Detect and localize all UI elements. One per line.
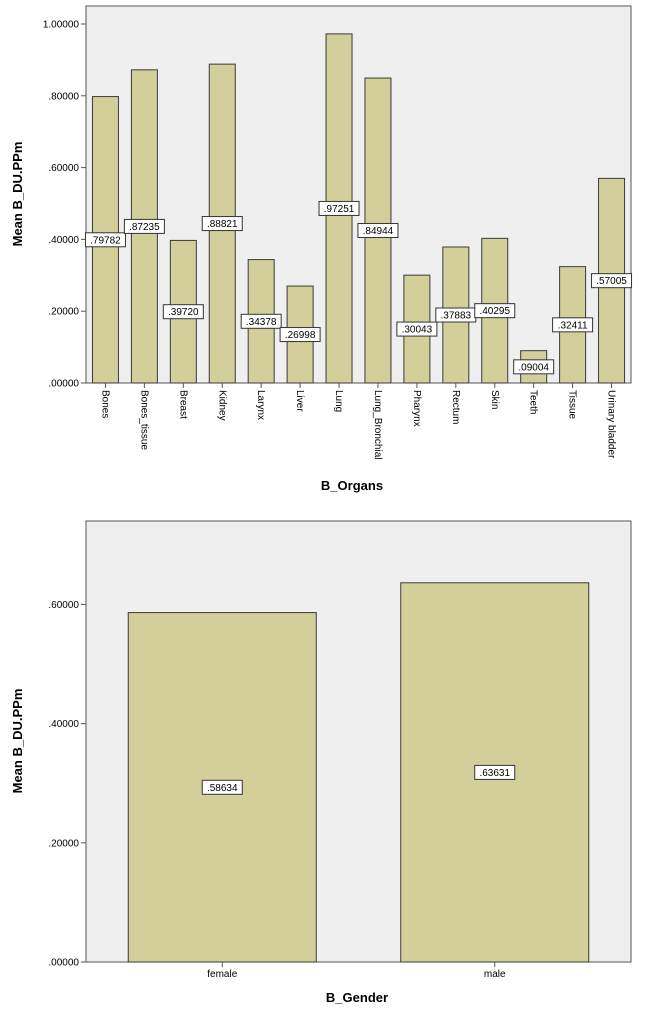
y-tick-label: .60000 [48, 163, 79, 174]
data-label-box [279, 327, 321, 343]
category-label: Liver [294, 390, 305, 412]
data-label-box [318, 200, 360, 216]
data-label-box [396, 321, 438, 337]
data-label: .57005 [596, 276, 627, 287]
x-axis-title: B_Gender [326, 990, 388, 1005]
data-label-box [84, 232, 126, 248]
category-label: Teeth [528, 390, 539, 414]
data-label: .88821 [207, 219, 238, 230]
data-label-box [240, 313, 282, 329]
data-label-box [201, 779, 243, 795]
data-label-box [552, 317, 594, 333]
category-label: Breast [177, 390, 188, 419]
data-label: .09004 [518, 362, 549, 373]
data-label: .40295 [479, 306, 510, 317]
data-label-box [474, 764, 516, 780]
category-label: Lung_Bronchial [372, 390, 383, 460]
data-label: .30043 [402, 325, 433, 336]
category-label: Kidney [216, 390, 227, 421]
y-tick-label: 1.00000 [43, 20, 80, 31]
data-label-box [357, 223, 399, 239]
data-label-box [201, 216, 243, 232]
category-label: Bones [99, 390, 110, 418]
data-label: .58634 [207, 783, 238, 794]
y-tick-label: .40000 [48, 235, 79, 246]
category-label: female [207, 969, 237, 980]
y-axis-title: Mean B_DU.PPm [10, 142, 25, 247]
y-tick-label: .40000 [48, 719, 79, 730]
category-label: Urinary bladder [606, 390, 617, 459]
data-label-box [513, 359, 555, 375]
y-tick-label: .80000 [48, 91, 79, 102]
data-label: .97251 [324, 204, 355, 215]
data-label: .37883 [441, 311, 472, 322]
category-label: Pharynx [411, 390, 422, 427]
y-tick-label: .00000 [48, 379, 79, 390]
data-label-box [591, 273, 633, 289]
plot-area [85, 5, 632, 384]
data-label-box [162, 304, 204, 320]
category-label: Larynx [255, 390, 266, 420]
y-axis-title: Mean B_DU.PPm [10, 689, 25, 794]
category-label: male [484, 969, 506, 980]
y-tick-label: .20000 [48, 307, 79, 318]
data-label: .79782 [90, 235, 121, 246]
data-label: .26998 [285, 330, 316, 341]
category-label: Skin [489, 390, 500, 409]
data-label: .34378 [246, 317, 277, 328]
y-tick-label: .60000 [48, 600, 79, 611]
category-label: Tissue [567, 390, 578, 420]
y-tick-label: .20000 [48, 838, 79, 849]
data-label: .32411 [558, 320, 588, 331]
category-label: Bones_tissue [138, 390, 149, 450]
data-label: .39720 [168, 307, 199, 318]
category-label: Lung [333, 390, 344, 412]
gender-bar-chart: .00000 .20000 .40000 .60000 .58634 .63631 fe… [10, 520, 632, 1005]
organs-bar-chart: .00000 .20000 .40000 .60000 .80000 1.00000 .7… [10, 5, 633, 493]
data-label: .63631 [479, 768, 510, 779]
data-label-box [123, 218, 165, 234]
y-tick-label: .00000 [48, 958, 79, 969]
data-label-box [474, 303, 516, 319]
x-axis-title: B_Organs [321, 478, 383, 493]
category-label: Rectum [450, 390, 461, 424]
data-label: .84944 [363, 226, 394, 237]
data-label: .87235 [129, 222, 160, 233]
